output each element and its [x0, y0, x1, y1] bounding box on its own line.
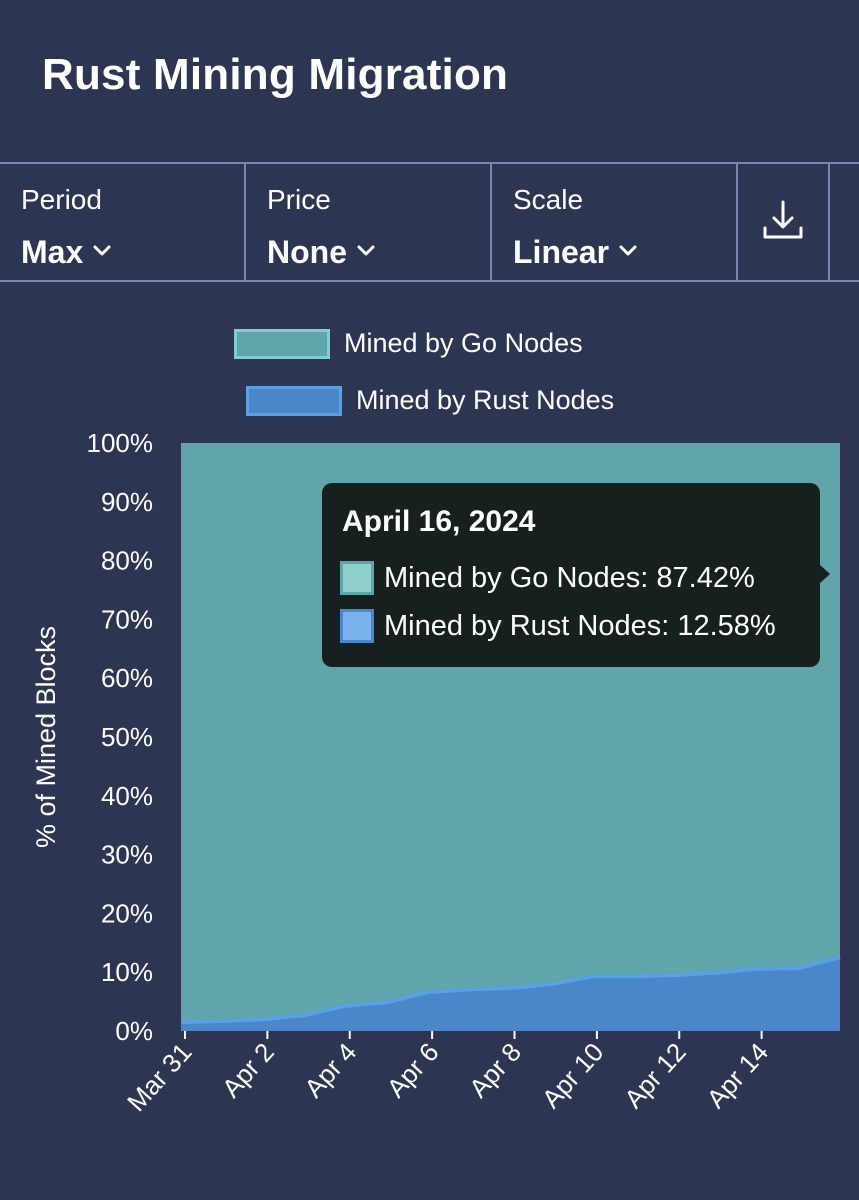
legend-swatch-rust — [246, 385, 342, 416]
x-tick-label: Apr 10 — [536, 1037, 610, 1114]
legend-label-go: Mined by Go Nodes — [344, 328, 583, 358]
tooltip-text-rust: Mined by Rust Nodes: 12.58% — [384, 609, 776, 642]
price-selector[interactable]: Price None — [246, 164, 492, 280]
y-tick-label: 100% — [87, 428, 154, 458]
y-tick-label: 90% — [101, 487, 153, 517]
price-label: Price — [267, 184, 331, 215]
y-tick-label: 70% — [101, 604, 153, 634]
period-label: Period — [21, 184, 102, 215]
tooltip-swatch-go — [340, 561, 374, 595]
download-button[interactable] — [738, 164, 830, 280]
tooltip-text-go: Mined by Go Nodes: 87.42% — [384, 561, 755, 594]
x-tick-label: Apr 4 — [298, 1037, 362, 1103]
legend-item-rust[interactable]: Mined by Rust Nodes — [246, 385, 614, 416]
y-tick-label: 40% — [101, 781, 153, 811]
y-tick-label: 0% — [115, 1016, 153, 1046]
tooltip-arrow — [820, 565, 830, 583]
chevron-down-icon — [93, 228, 111, 265]
tooltip-swatch-rust — [340, 609, 374, 643]
legend-label-rust: Mined by Rust Nodes — [356, 385, 615, 415]
y-tick-label: 30% — [101, 840, 153, 870]
period-value: Max — [21, 234, 84, 270]
y-tick-label: 50% — [101, 722, 153, 752]
x-tick-label: Apr 6 — [381, 1037, 445, 1103]
y-tick-label: 20% — [101, 898, 153, 928]
legend-swatch-go — [234, 328, 330, 359]
y-tick-label: 80% — [101, 546, 153, 576]
x-tick-label: Apr 8 — [463, 1037, 527, 1103]
price-value: None — [267, 234, 347, 270]
chevron-down-icon — [619, 228, 637, 265]
x-tick-label: Apr 2 — [216, 1037, 280, 1103]
tooltip-row-go: Mined by Go Nodes: 87.42% — [340, 561, 755, 595]
tooltip-date: April 16, 2024 — [342, 505, 536, 538]
chart-tooltip: April 16, 2024 Mined by Go Nodes: 87.42%… — [322, 483, 830, 667]
page-title: Rust Mining Migration — [42, 50, 509, 99]
series-line-rust — [180, 955, 841, 1025]
x-tick-label: Apr 12 — [618, 1037, 692, 1114]
scale-selector[interactable]: Scale Linear — [492, 164, 738, 280]
download-icon — [761, 198, 805, 247]
chart-header: Rust Mining Migration — [0, 0, 859, 162]
tooltip-row-rust: Mined by Rust Nodes: 12.58% — [340, 609, 776, 643]
x-tick-label: Mar 31 — [121, 1037, 197, 1117]
x-tick-label: Apr 14 — [701, 1037, 775, 1114]
legend-item-go[interactable]: Mined by Go Nodes — [234, 328, 583, 359]
area-chart[interactable]: 0% 10% 20% 30% 40% 50% 60% 70% 80% 90% 100% % of Mi… — [0, 282, 859, 1200]
chart-toolbar: Period Max Price None Scale Linear — [0, 162, 859, 282]
chevron-down-icon — [357, 228, 375, 265]
scale-label: Scale — [513, 184, 584, 215]
y-tick-label: 10% — [101, 957, 153, 987]
scale-value: Linear — [513, 234, 610, 270]
period-selector[interactable]: Period Max — [0, 164, 246, 280]
y-tick-label: 60% — [101, 663, 153, 693]
y-axis-label: % of Mined Blocks — [31, 626, 61, 848]
